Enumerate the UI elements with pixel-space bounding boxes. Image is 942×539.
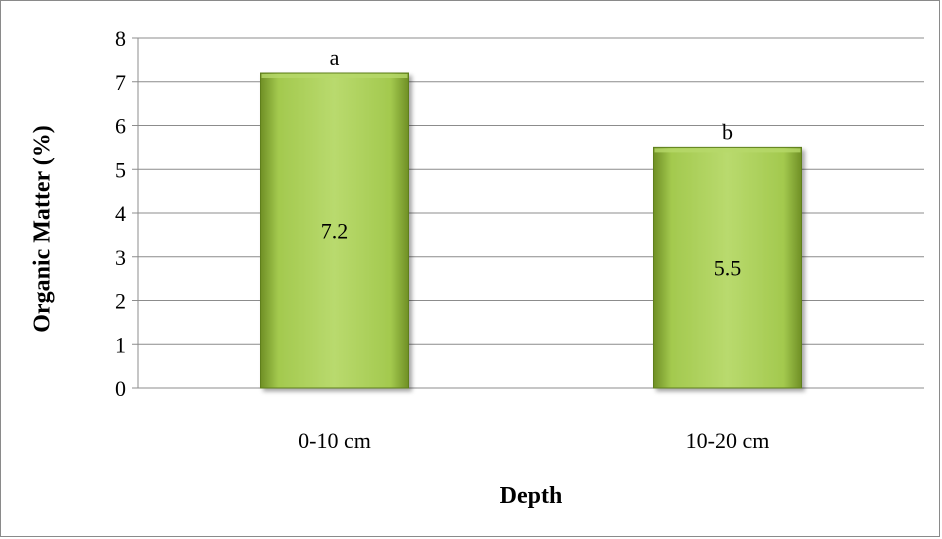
y-tick-label: 2 (115, 289, 126, 314)
y-axis-title: Organic Matter (%) (30, 125, 56, 332)
y-tick-label: 5 (115, 157, 126, 182)
data-label: 7.2 (321, 219, 349, 244)
y-tick-label: 6 (115, 114, 126, 139)
gridlines (132, 37, 924, 389)
bar-0-10-cm (260, 72, 409, 389)
bar-highlight (261, 74, 408, 78)
x-category-label: 0-10 cm (298, 428, 371, 453)
y-tick-label: 7 (115, 70, 126, 95)
y-tick-label: 8 (115, 26, 126, 51)
y-tick-label: 0 (115, 376, 126, 401)
significance-letter: b (722, 119, 733, 144)
bar-10-20-cm (653, 146, 802, 389)
x-axis-title: Depth (500, 483, 563, 509)
bars (260, 72, 802, 389)
y-tick-label: 3 (115, 245, 126, 270)
data-label: 5.5 (714, 256, 742, 281)
x-category-label: 10-20 cm (686, 428, 770, 453)
y-tick-label: 1 (115, 332, 126, 357)
significance-letter: a (330, 45, 340, 70)
bar-highlight (654, 148, 801, 153)
y-tick-label: 4 (115, 201, 126, 226)
labels: 0 1 2 3 4 5 6 7 8 7.2 a 0-10 cm 5.5 b 10-20 cm (115, 26, 769, 453)
